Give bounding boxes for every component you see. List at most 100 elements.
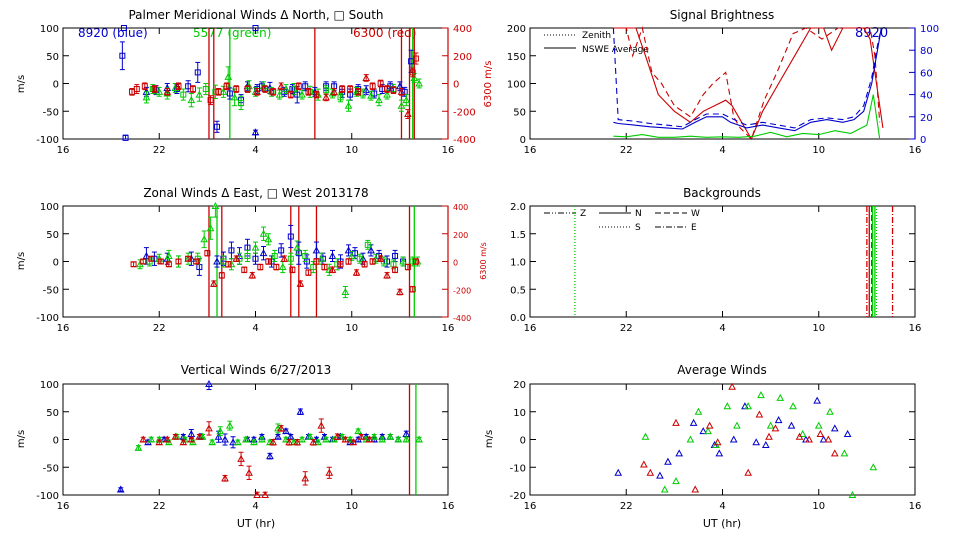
vertical-xtick-label: 4 — [252, 501, 258, 512]
meridional-point-5577 — [337, 94, 344, 101]
vertical-point-6300 — [309, 438, 318, 446]
average-point-8920 — [830, 424, 839, 432]
meridional-xtick-label: 16 — [442, 145, 455, 156]
average-ytick-label: 20 — [513, 380, 526, 391]
zonal-point-6300 — [352, 268, 361, 276]
zonal-point-5577 — [259, 229, 268, 237]
vertical-xtick-label: 16 — [57, 501, 70, 512]
zonal-ylabel: m/s — [16, 252, 27, 270]
meridional-point-6300 — [339, 86, 346, 93]
meridional-point-6300 — [262, 86, 269, 93]
zonal-y2label: 6300 m/s — [479, 242, 488, 280]
vertical-point-8920 — [229, 438, 237, 446]
vertical-xtick-label: 16 — [442, 501, 455, 512]
vertical-point-5577 — [225, 421, 234, 429]
vertical-point-5577 — [378, 435, 387, 443]
backgrounds-xtick-label: 10 — [812, 323, 825, 334]
meridional-point-6300 — [175, 83, 182, 90]
vertical-point-8920 — [214, 432, 223, 440]
average-point-8920 — [699, 427, 708, 435]
zonal-point-6300 — [225, 261, 232, 268]
meridional-point-8920 — [194, 69, 201, 76]
vertical-point-6300 — [253, 490, 261, 498]
vertical-point-6300 — [195, 432, 204, 440]
zonal-ytick-label: -50 — [43, 285, 59, 296]
average-point-8920 — [843, 429, 852, 437]
vertical-ylabel: m/s — [16, 430, 27, 448]
vertical-point-6300 — [333, 432, 342, 440]
vertical-winds-panel: Vertical Winds 6/27/2013 m/s UT (hr) 16 2… — [16, 363, 454, 530]
average-point-5577 — [766, 421, 775, 429]
zonal-point-5577 — [334, 261, 341, 268]
meridional-point-6300 — [233, 86, 240, 93]
backgrounds-ytick-label: 0.0 — [510, 313, 526, 324]
zonal-point-6300 — [280, 254, 289, 262]
average-point-5577 — [672, 477, 680, 485]
zonal-point-6300 — [157, 258, 164, 265]
meridional-xtick-label: 10 — [345, 145, 358, 156]
legend-z-label: Z — [580, 209, 586, 219]
average-xtick-label: 10 — [812, 501, 825, 512]
vertical-ytick-label: -50 — [43, 463, 59, 474]
zonal-point-8920 — [328, 251, 337, 259]
signal-brightness-panel: Signal Brightness 8920 Zenith NSWE Avera… — [507, 8, 939, 156]
zonal-point-8920 — [259, 249, 268, 257]
average-point-8920 — [689, 418, 698, 426]
meridional-point-6300 — [305, 88, 312, 95]
meridional-point-5577 — [397, 101, 406, 109]
zonal-point-5577 — [211, 201, 220, 209]
average-ytick-label: -20 — [510, 491, 526, 502]
vertical-point-5577 — [322, 435, 330, 443]
backgrounds-xtick-label: 16 — [524, 323, 537, 334]
zonal-y2tick-label: 200 — [453, 231, 468, 240]
meridional-point-5577 — [230, 93, 239, 101]
brightness-series-blue-solid — [613, 27, 882, 132]
zonal-point-8920 — [142, 251, 151, 259]
meridional-y2tick-label: 200 — [453, 52, 472, 63]
vertical-point-6300 — [139, 435, 148, 443]
average-point-5577 — [694, 407, 703, 415]
zonal-point-6300 — [289, 266, 296, 273]
meridional-point-5577 — [323, 87, 330, 94]
average-point-5577 — [641, 432, 650, 440]
brightness-xtick-label: 4 — [719, 145, 725, 156]
average-xtick-label: 16 — [909, 501, 922, 512]
average-xtick-label: 16 — [524, 501, 537, 512]
backgrounds-xtick-label: 16 — [909, 323, 922, 334]
average-title: Average Winds — [677, 363, 767, 377]
zonal-point-6300 — [248, 271, 257, 279]
zonal-point-6300 — [185, 255, 192, 262]
zonal-point-5577 — [244, 252, 251, 259]
meridional-title: Palmer Meridional Winds Δ North, □ South — [128, 8, 383, 22]
average-point-5577 — [789, 402, 797, 410]
meridional-point-6300 — [253, 87, 261, 95]
vertical-point-6300 — [277, 424, 286, 432]
vertical-point-6300 — [179, 438, 188, 446]
zonal-point-6300 — [241, 266, 248, 273]
backgrounds-ytick-label: 2.0 — [510, 202, 526, 213]
vertical-point-5577 — [234, 438, 242, 446]
brightness-series-red-solid — [613, 27, 884, 141]
brightness-y2tick-label: 20 — [920, 113, 933, 124]
average-ylabel: m/s — [484, 430, 495, 448]
average-point-8920 — [813, 396, 821, 404]
vertical-point-5577 — [216, 427, 225, 435]
zonal-point-8920 — [344, 246, 353, 254]
zonal-point-5577 — [293, 243, 302, 251]
average-point-8920 — [752, 438, 761, 446]
vertical-point-5577 — [394, 435, 403, 443]
vertical-point-5577 — [402, 435, 411, 443]
meridional-point-6300 — [244, 86, 251, 93]
vertical-xtick-label: 22 — [153, 501, 166, 512]
brightness-ytick-label: 0 — [520, 135, 526, 146]
zonal-point-6300 — [273, 264, 280, 271]
meridional-point-5577 — [402, 96, 411, 104]
zonal-point-8920 — [295, 250, 302, 257]
zonal-point-8920 — [213, 257, 221, 265]
vertical-point-8920 — [274, 432, 282, 440]
average-point-8920 — [614, 468, 623, 476]
meridional-y2tick-label: -400 — [453, 135, 476, 146]
average-point-8920 — [664, 457, 672, 465]
brightness-series-blue-dashed — [612, 27, 882, 129]
